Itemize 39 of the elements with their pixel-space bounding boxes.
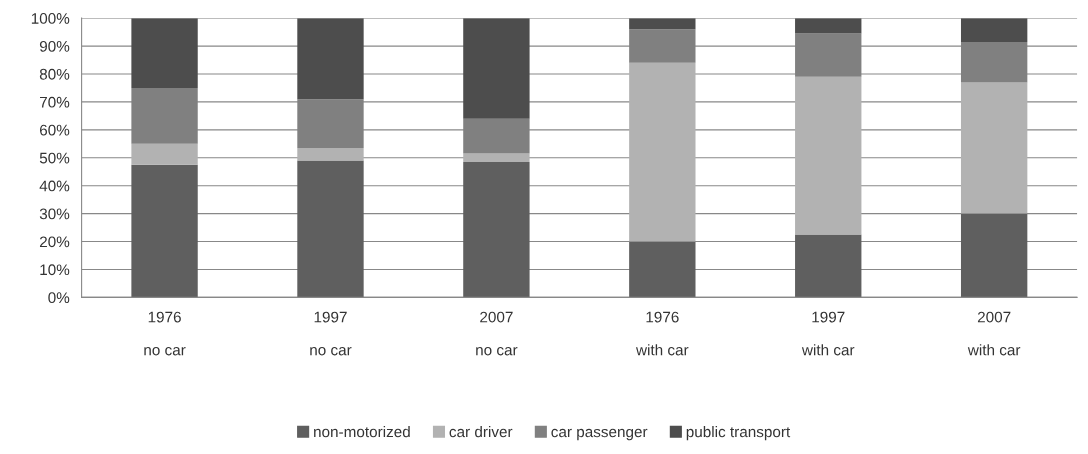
bar [960,18,1028,42]
bar [795,76,862,235]
category-label: 2007 with car [967,311,1021,356]
category-label: 1997 no car [310,311,352,356]
bar [960,82,1028,214]
category-label: 1976 with car [635,311,689,356]
category-label: 1976 no car [144,311,186,356]
bar [463,161,530,298]
bar [463,18,530,119]
y-tick-label: 30% [39,208,70,220]
bar [629,241,696,298]
bar [297,147,364,161]
y-tick-label: 40% [39,180,70,192]
y-tick-label: 90% [39,40,70,52]
category-label: 2007 no car [476,311,518,356]
y-tick-label: 80% [39,68,70,80]
bar [795,234,862,298]
y-tick-label: 20% [39,236,70,248]
y-tick-label: 50% [39,152,70,164]
bar [297,160,364,298]
y-tick-label: 0% [48,292,70,304]
legend-label: car driver [449,426,513,438]
category-label: 1997 with car [801,311,855,356]
y-tick-label: 70% [40,96,70,108]
legend-label: non-motorized [314,426,410,438]
y-tick-label: 10% [40,264,70,276]
y-tick-label: 100% [31,13,70,24]
bar [131,18,198,88]
legend-label: car passenger [551,428,648,441]
bar [629,62,696,242]
y-tick-label: 60% [39,124,70,136]
bar [463,153,530,162]
bar [131,143,198,165]
bar [960,213,1028,298]
bar [629,18,696,30]
bar [131,164,198,298]
legend-label: public transport [686,426,791,441]
bar [297,18,364,100]
bar [795,18,862,34]
